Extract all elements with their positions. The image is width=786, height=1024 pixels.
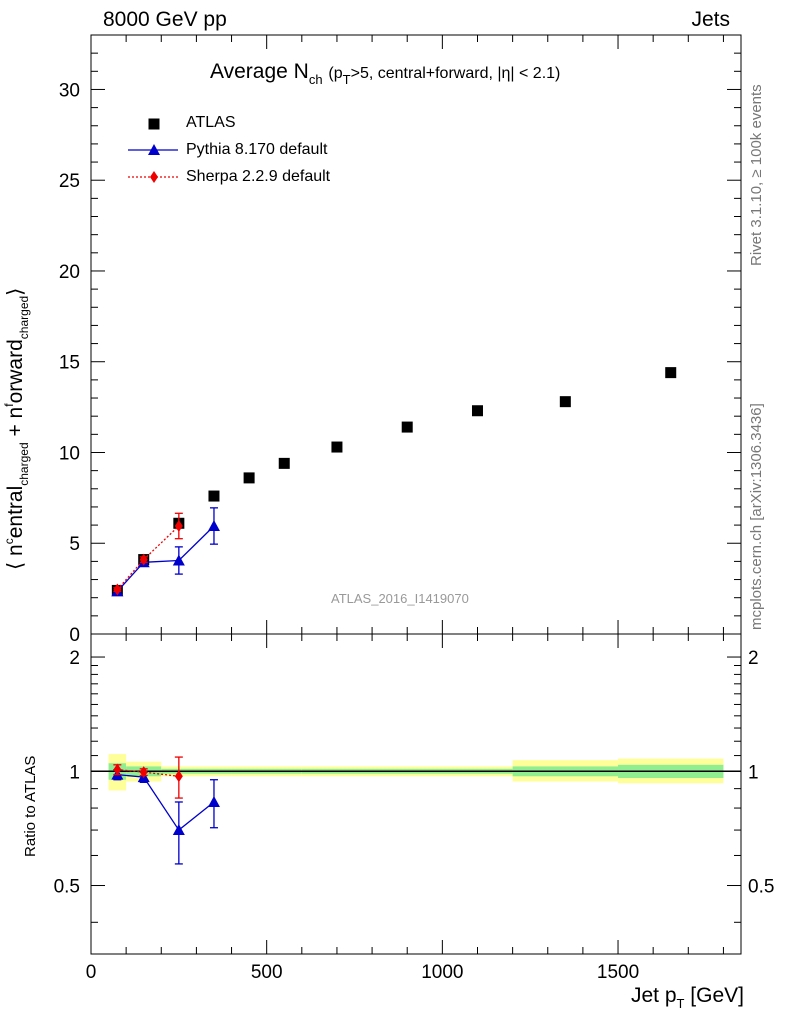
data-point-diamond [150, 171, 158, 183]
x-axis-label: Jet pT [GeV] [631, 984, 744, 1011]
ylabel-sup2: f [2, 403, 16, 407]
xlabel-pre: Jet p [630, 984, 677, 1007]
xlabel-sub: T [676, 996, 685, 1011]
ylabel-prefix: ⟨ n [4, 544, 27, 570]
x-tick-label: 0 [86, 962, 97, 983]
data-point-diamond [174, 770, 183, 783]
title-detail-sub: T [342, 72, 351, 87]
plot-title: Average Nch (pT>5, central+forward, |η| … [210, 60, 560, 87]
data-point-square [401, 421, 413, 433]
mcplots-credit-label: mcplots.cern.ch [arXiv:1306.3436] [748, 403, 765, 630]
title-detail-post: >5, central+forward, |η| < 2.1) [350, 65, 561, 82]
ylabel-sup: c [2, 538, 16, 545]
legend-label-pythia: Pythia 8.170 default [186, 141, 328, 158]
main-y-tick-label: 5 [69, 534, 80, 555]
axis-tick-labels: 0 500 1000 1500 0 5 10 15 20 25 30 0.5 0.5 1 1 2 2 [54, 80, 775, 983]
main-y-tick-label: 15 [59, 353, 80, 374]
sherpa-line [116, 525, 180, 590]
main-y-tick-label: 25 [59, 171, 80, 192]
ylabel-sub1: charged [17, 442, 31, 486]
ratio-uncertainty-bands [108, 754, 724, 791]
main-y-tick-label: 0 [69, 625, 80, 646]
x-tick-label: 1000 [421, 962, 463, 983]
title-detail-pre: (p [328, 65, 343, 82]
ratio-frame [90, 633, 742, 955]
data-point-diamond [174, 519, 183, 532]
pythia-line [116, 525, 215, 592]
data-point-triangle [207, 795, 220, 807]
data-point-diamond [139, 766, 148, 779]
data-point-square [208, 490, 220, 502]
xlabel-post: [GeV] [684, 984, 744, 1007]
main-y-axis-label: ⟨ ncentralcharged + nforwardcharged⟩ [2, 288, 31, 570]
main-y-tick-label: 30 [59, 80, 80, 101]
collision-label: 8000 GeV pp [103, 8, 227, 31]
title-main: Average N [210, 60, 309, 83]
ratio-y-axis-label: Ratio to ATLAS [22, 755, 39, 857]
data-point-triangle [148, 144, 160, 155]
ylabel-mid2: orward [4, 339, 27, 404]
data-point-diamond [113, 583, 122, 596]
ratio-pythia-line [117, 773, 215, 832]
data-point-square [148, 118, 160, 130]
ratio-sherpa-line [117, 768, 179, 777]
x-tick-label: 500 [251, 962, 283, 983]
title-main-sub: ch [308, 72, 323, 87]
data-point-square [471, 405, 483, 417]
ratio-y-tick-label-right: 0.5 [748, 877, 774, 898]
data-point-square [243, 472, 255, 484]
analysis-id-label: ATLAS_2016_I1419070 [331, 591, 469, 606]
data-point-triangle [172, 554, 185, 566]
x-tick-label: 1500 [597, 962, 639, 983]
legend-label-sherpa: Sherpa 2.2.9 default [186, 168, 331, 185]
data-point-diamond [139, 553, 148, 566]
data-point-triangle [172, 824, 185, 836]
axis-ticks [90, 34, 741, 954]
ratio-y-tick-label: 2 [69, 648, 80, 669]
ylabel-plus: + n [4, 406, 27, 443]
data-point-square [559, 396, 571, 408]
rivet-version-label: Rivet 3.1.10, ≥ 100k events [748, 84, 765, 266]
data-point-square [278, 457, 290, 469]
ylabel-sub2: charged [17, 295, 31, 340]
ratio-y-tick-label-right: 2 [748, 648, 759, 669]
data-point-square [665, 367, 677, 379]
legend-label-atlas: ATLAS [186, 114, 236, 131]
ratio-y-tick-label-right: 1 [748, 762, 759, 783]
main-y-tick-label: 20 [59, 262, 80, 283]
legend [128, 118, 178, 183]
ratio-y-tick-label: 0.5 [54, 877, 80, 898]
main-y-tick-label: 10 [59, 443, 80, 464]
data-point-triangle [207, 519, 220, 531]
ylabel-mid: entral [4, 485, 27, 539]
ratio-y-tick-label: 1 [69, 762, 80, 783]
data-point-square [331, 441, 343, 453]
data-point-diamond [113, 763, 122, 776]
data-series [111, 367, 677, 865]
process-label: Jets [691, 8, 730, 31]
ylabel-suffix: ⟩ [4, 287, 27, 296]
